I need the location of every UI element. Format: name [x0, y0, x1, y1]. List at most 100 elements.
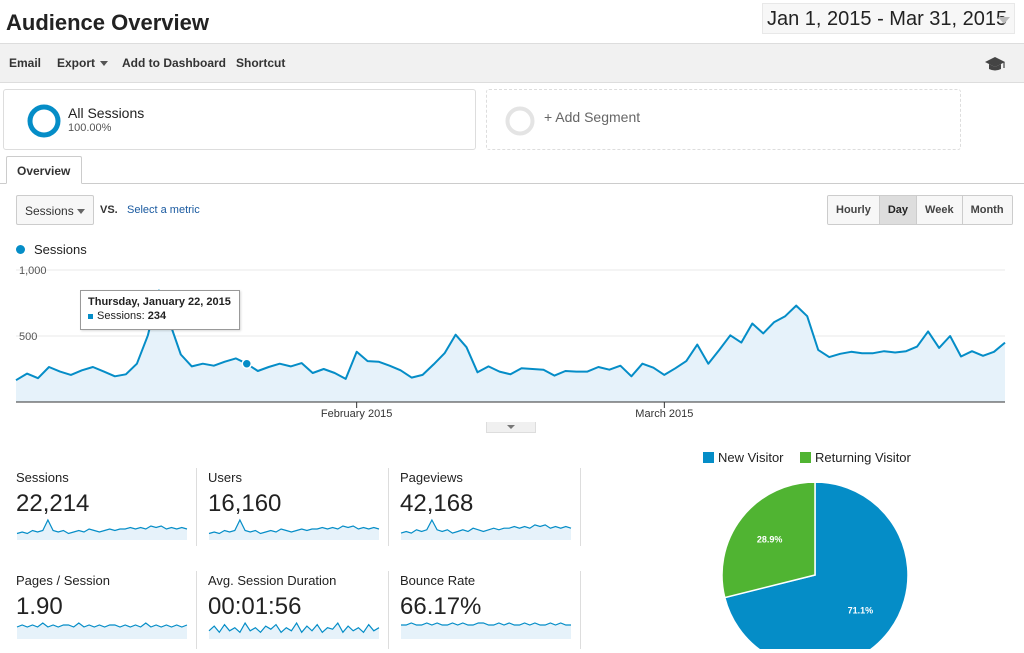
series-legend-label: Sessions [34, 242, 87, 257]
card-label: Pages / Session [16, 573, 110, 588]
tab-bar-line [0, 183, 1024, 184]
sessions-line [15, 289, 1006, 382]
segment-all-sessions[interactable]: All Sessions 100.00% [3, 89, 476, 150]
pie-slice-label: 71.1% [848, 606, 874, 616]
tooltip-date: Thursday, January 22, 2015 [88, 296, 231, 308]
granularity-buttons: Hourly Day Week Month [827, 195, 1013, 225]
card-sparkline [401, 622, 571, 639]
sparkline-line [16, 518, 188, 535]
legend-label-returning-visitor[interactable]: Returning Visitor [815, 450, 911, 465]
export-label: Export [57, 56, 96, 70]
card-sparkline [400, 518, 572, 540]
month-button[interactable]: Month [961, 196, 1012, 224]
sparkline-line [16, 622, 188, 628]
series-legend-dot [16, 245, 25, 254]
metric-card-pageviews: Pageviews 42,168 [384, 468, 581, 550]
sparkline-area [401, 623, 571, 639]
select-metric-link[interactable]: Select a metric [127, 204, 200, 216]
add-to-dashboard-button[interactable]: Add to Dashboard [122, 56, 226, 70]
segment-name: All Sessions [68, 105, 145, 121]
segment-ring-icon [27, 104, 61, 138]
card-divider [580, 571, 581, 649]
sparkline-area [401, 520, 571, 540]
card-sparkline [16, 518, 188, 540]
tooltip-series-swatch [88, 313, 93, 319]
metric-card-users: Users 16,160 [192, 468, 389, 550]
card-sparkline [208, 621, 380, 639]
card-value: 42,168 [400, 490, 474, 517]
y-tick-label: 500 [19, 331, 37, 343]
sparkline-line [208, 621, 380, 634]
x-tick-label: February 2015 [321, 408, 393, 420]
pie-slice-returning-visitor[interactable] [721, 483, 816, 599]
card-label: Bounce Rate [400, 573, 476, 588]
card-value: 16,160 [208, 490, 282, 517]
sparkline-line [400, 518, 572, 534]
card-label: Sessions [16, 470, 69, 485]
date-range-label: Jan 1, 2015 - Mar 31, 2015 [767, 8, 1008, 30]
legend-swatch-returning-visitor [800, 452, 811, 463]
chart-tooltip: Thursday, January 22, 2015 Sessions: 234 [80, 290, 240, 330]
email-button[interactable]: Email [9, 56, 42, 70]
chevron-down-icon [77, 209, 85, 214]
card-divider [580, 468, 581, 546]
hourly-button[interactable]: Hourly [828, 196, 879, 224]
card-value: 1.90 [16, 593, 63, 620]
hover-point[interactable] [241, 358, 253, 369]
card-divider [196, 468, 197, 546]
graduation-cap-icon[interactable] [984, 54, 1006, 74]
sessions-chart[interactable]: 1,000 500 February 2015 March 2015 [0, 260, 1024, 423]
shortcut-button[interactable]: Shortcut [236, 56, 286, 70]
card-value: 00:01:56 [208, 593, 302, 620]
metric-card-sessions: Sessions 22,214 [0, 468, 197, 550]
vs-label: VS. [100, 204, 118, 216]
card-value: 66.17% [400, 593, 482, 620]
chevron-down-icon [507, 425, 515, 429]
card-divider [388, 571, 389, 649]
metric-card-avg-session-duration: Avg. Session Duration 00:01:56 [192, 571, 389, 653]
empty-segment-ring-icon [505, 106, 535, 136]
visitor-type-pie-chart[interactable]: 71.1% 28.9% [720, 483, 920, 649]
page-title: Audience Overview [6, 10, 209, 35]
card-label: Pageviews [400, 470, 463, 485]
tooltip-value: 234 [147, 310, 167, 322]
page-header: Audience Overview Jan 1, 2015 - Mar 31, … [0, 0, 1024, 43]
metric-dropdown-label: Sessions [25, 204, 74, 218]
card-divider [388, 468, 389, 546]
card-label: Avg. Session Duration [208, 573, 337, 588]
y-tick-label: 1,000 [19, 265, 47, 277]
chevron-down-icon [100, 61, 109, 67]
export-button[interactable]: Export [57, 56, 109, 70]
card-sparkline [208, 518, 380, 540]
card-value: 22,214 [16, 490, 90, 517]
legend-label-new-visitor[interactable]: New Visitor [718, 450, 784, 465]
report-toolbar: Email Export Add to Dashboard Shortcut [0, 43, 1024, 83]
sparkline-area [17, 520, 187, 540]
metric-card-bounce-rate: Bounce Rate 66.17% [384, 571, 581, 653]
day-button[interactable]: Day [878, 196, 917, 224]
sparkline-line [401, 622, 571, 626]
x-tick-label: March 2015 [635, 408, 693, 420]
sessions-area [16, 290, 1005, 402]
sparkline-area [209, 623, 379, 639]
tooltip-row: Sessions: 234 [88, 310, 232, 322]
date-range-picker[interactable]: Jan 1, 2015 - Mar 31, 2015 [762, 3, 1015, 34]
chevron-down-icon [998, 17, 1010, 24]
chart-collapse-toggle[interactable] [486, 422, 536, 433]
tab-overview[interactable]: Overview [6, 156, 82, 184]
sparkline-area [209, 520, 379, 540]
sparkline-line [208, 518, 380, 535]
pie-slice-new-visitor[interactable] [723, 483, 909, 649]
card-divider [196, 571, 197, 649]
segment-percentage: 100.00% [68, 122, 112, 134]
tooltip-metric-label: Sessions: [97, 310, 145, 322]
legend-swatch-new-visitor [703, 452, 714, 463]
card-label: Users [208, 470, 242, 485]
add-segment-label: + Add Segment [544, 109, 641, 125]
pie-slice-label: 28.9% [757, 535, 783, 545]
metric-dropdown[interactable]: Sessions [16, 195, 94, 225]
add-segment-button[interactable]: + Add Segment [486, 89, 961, 150]
metric-card-pages-per-session: Pages / Session 1.90 [0, 571, 197, 653]
week-button[interactable]: Week [916, 196, 962, 224]
card-sparkline [16, 622, 188, 639]
